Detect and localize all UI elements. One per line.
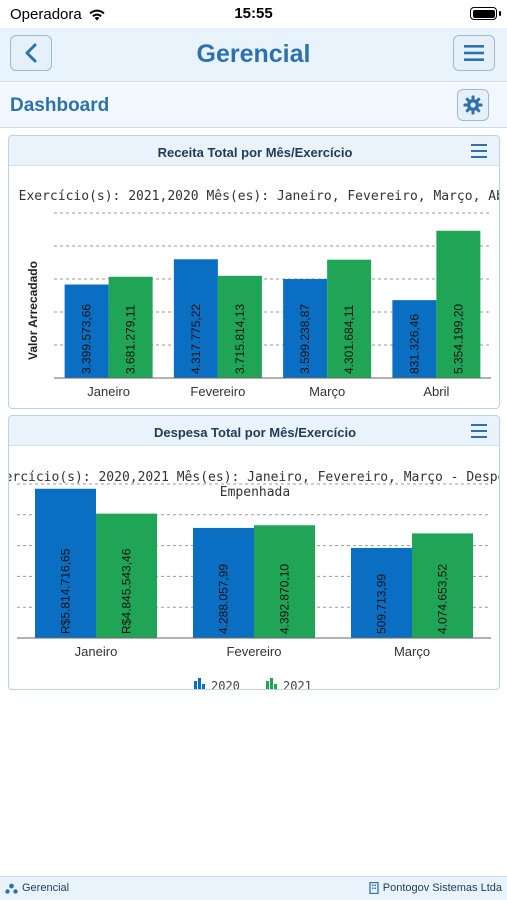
footer-app-label: Gerencial [22,882,70,894]
chevron-left-icon [25,43,37,63]
footer-app[interactable]: Gerencial [5,882,69,894]
bar[interactable] [217,275,262,378]
revenue-chart: Exercício(s): 2021,2020 Mês(es): Janeiro… [19,189,500,399]
revenue-chart-header: Receita Total por Mês/Exercício [9,136,499,166]
battery-icon [470,7,501,20]
data-label: 831.326,46 [407,314,421,374]
data-label: 4.288.057,99 [217,564,231,634]
bar[interactable] [351,547,412,638]
data-label: R$4.845.543,46 [120,548,134,634]
category-label: Janeiro [87,384,130,399]
chart-subtitle: Exercício(s): 2020,2021 Mês(es): Janeiro… [9,470,500,485]
category-label: Março [394,644,430,659]
data-label: 4.301.684,11 [342,304,356,374]
bar[interactable] [392,300,437,378]
data-label: 4.392.870,10 [278,564,292,634]
revenue-chart-menu-icon[interactable] [471,144,487,158]
clock: 15:55 [234,5,273,22]
chart-subtitle: Empenhada [220,485,290,500]
carrier-status: Operadora [10,6,106,23]
expense-chart-header: Despesa Total por Mês/Exercício [9,416,499,446]
category-label: Fevereiro [190,384,245,399]
building-icon [369,882,379,894]
revenue-chart-card: Receita Total por Mês/Exercício Exercíci… [8,135,500,409]
legend-item[interactable]: 2020 [194,678,240,690]
bar[interactable] [436,230,481,378]
dashboard-title: Dashboard [10,95,110,116]
data-label: 3.399.573,66 [80,304,94,374]
bar[interactable] [283,279,328,378]
category-label: Fevereiro [227,644,282,659]
gear-icon [463,95,483,115]
legend-item[interactable]: 2021 [266,678,312,690]
footer-bar: Gerencial Pontogov Sistemas Ltda [0,876,507,900]
y-axis-label: Valor Arrecadado [26,261,40,360]
settings-button[interactable] [457,89,489,121]
category-label: Abril [423,384,449,399]
expense-chart-title: Despesa Total por Mês/Exercício [153,425,357,440]
legend-label: 2021 [283,679,312,690]
expense-chart: Exercício(s): 2020,2021 Mês(es): Janeiro… [9,470,500,690]
bar[interactable] [35,488,96,638]
bar[interactable] [327,259,372,378]
hamburger-icon [464,45,484,61]
data-label: 3.681.279,11 [124,304,138,374]
status-bar: Operadora 15:55 [0,0,507,28]
navigation-bar: Gerencial [0,28,507,82]
footer-company-label: Pontogov Sistemas Ltda [382,882,502,894]
data-label: 3.599.238,87 [298,304,312,374]
data-label: 509.713,99 [375,574,389,634]
network-icon [5,883,18,894]
bar[interactable] [412,533,473,638]
chart-subtitle: Exercício(s): 2021,2020 Mês(es): Janeiro… [19,189,500,204]
bar[interactable] [64,284,109,378]
bar[interactable] [193,527,254,638]
data-label: 3.715.814,13 [233,304,247,374]
back-button[interactable] [10,35,52,71]
footer-company: Pontogov Sistemas Ltda [369,882,502,894]
carrier-label: Operadora [10,6,82,23]
category-label: Janeiro [75,644,118,659]
bar[interactable] [173,259,218,378]
page-title: Gerencial [196,40,311,68]
expense-chart-menu-icon[interactable] [471,424,487,438]
bar[interactable] [96,513,157,638]
category-label: Março [309,384,345,399]
menu-button[interactable] [453,35,495,71]
wifi-icon [89,9,105,21]
data-label: R$5.814.716,65 [59,548,73,634]
legend-label: 2020 [211,679,240,690]
data-label: 4.317.775,22 [189,304,203,374]
data-label: 5.354.199,20 [451,304,465,374]
data-label: 4.074.653,52 [436,564,450,634]
expense-chart-card: Despesa Total por Mês/Exercício Exercíci… [8,415,500,690]
bar[interactable] [254,525,315,638]
revenue-chart-title: Receita Total por Mês/Exercício [157,145,353,160]
bar[interactable] [108,276,153,378]
dashboard-header: Dashboard [0,83,507,128]
